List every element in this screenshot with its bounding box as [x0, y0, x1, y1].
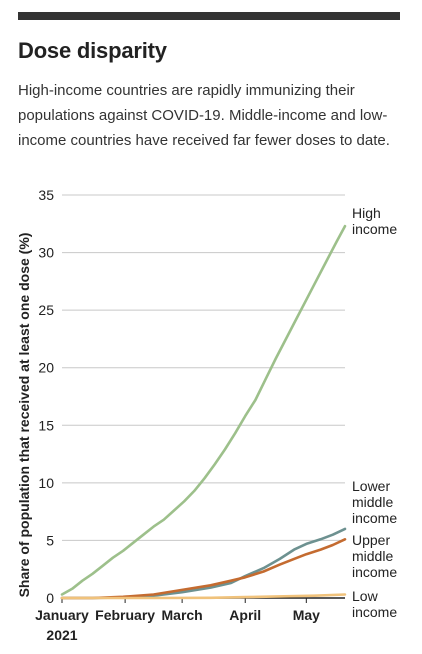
chart-title: Dose disparity: [18, 38, 167, 63]
y-tick-label: 5: [46, 532, 54, 548]
y-tick-label: 0: [46, 590, 54, 606]
y-axis-label: Share of population that received at lea…: [16, 233, 32, 598]
series-label-line: Lower: [352, 478, 390, 494]
top-rule: [18, 12, 400, 20]
series-line-3: [60, 538, 347, 600]
x-tick-label: May: [293, 607, 320, 623]
series-label-line: income: [352, 221, 397, 237]
x-tick-label: February: [95, 607, 155, 623]
series-line-1: [60, 224, 347, 596]
y-tick-label: 20: [38, 360, 54, 376]
chart-subtitle: High-income countries are rapidly immuni…: [18, 82, 390, 149]
axis-layer: 0 5 10 15 20 25 30 35 January 2021 February March Ap…: [35, 187, 345, 643]
y-tick-label: 10: [38, 475, 54, 491]
series-label-line: middle: [352, 494, 393, 510]
series-label-1: High income: [352, 205, 397, 237]
grid-layer: [62, 194, 345, 541]
series-label-line: income: [352, 510, 397, 526]
series-label-line: income: [352, 564, 397, 580]
y-tick-label: 35: [38, 187, 54, 203]
y-tick-label: 15: [38, 417, 54, 433]
series-line-4: [60, 593, 347, 600]
x-tick-sublabel: 2021: [46, 627, 77, 643]
series-layer: [60, 224, 347, 600]
y-tick-label: 30: [38, 245, 54, 261]
x-tick-label: April: [229, 607, 261, 623]
x-tick-label: January: [35, 607, 89, 623]
series-label-3: Upper middle income: [352, 532, 397, 580]
series-label-line: Low: [352, 588, 379, 604]
series-label-2: Lower middle income: [352, 478, 397, 526]
series-label-4: Low income: [352, 588, 397, 620]
x-tick-label: March: [162, 607, 203, 623]
series-label-line: High: [352, 205, 381, 221]
series-label-line: Upper: [352, 532, 390, 548]
series-label-line: middle: [352, 548, 393, 564]
series-label-line: income: [352, 604, 397, 620]
y-tick-label: 25: [38, 302, 54, 318]
